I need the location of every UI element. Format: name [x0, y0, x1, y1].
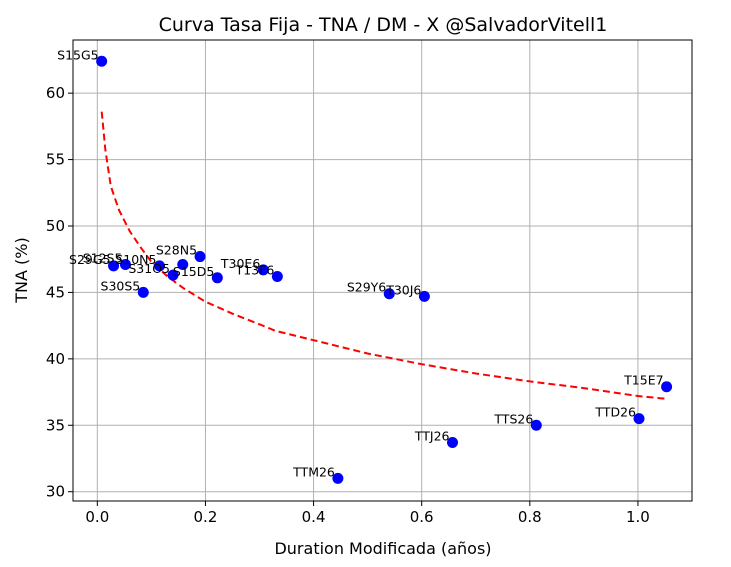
label-t15e7: T15E7: [623, 373, 663, 388]
point-s15d5: [211, 272, 223, 284]
label-s29g5: S29G5: [69, 252, 110, 267]
label-s28n5: S28N5: [156, 243, 197, 258]
ticks-layer: 0.0 0.2 0.4 0.6 0.8 1.0 30 35 40 45 50 55 60: [46, 84, 650, 526]
point-s30s5: [137, 286, 149, 298]
y-tick-label: 40: [46, 350, 65, 368]
label-t30e6: T30E6: [220, 256, 260, 271]
label-ttj26: TTJ26: [414, 429, 450, 444]
y-tick-label: 35: [46, 416, 65, 434]
y-tick-label: 60: [46, 84, 65, 102]
label-tts26: TTS26: [493, 411, 533, 426]
y-tick-label: 30: [46, 483, 65, 501]
label-s10n5: S10N5: [115, 252, 156, 267]
point-tts26: [530, 419, 542, 431]
label-s12s5: S12S5: [83, 251, 123, 266]
point-t13f6: [271, 270, 283, 282]
point-s28n5b: [194, 251, 206, 263]
x-tick-label: 1.0: [626, 508, 650, 526]
point-t15e7: [661, 381, 673, 393]
label-s30s5: S30S5: [101, 278, 141, 293]
x-tick-label: 0.8: [518, 508, 542, 526]
point-s31o5: [167, 269, 179, 281]
point-s29g5: [108, 260, 120, 272]
point-s10n5: [153, 260, 165, 272]
label-s15d5: S15D5: [173, 264, 214, 279]
label-ttd26: TTD26: [594, 405, 636, 420]
x-tick-label: 0.6: [410, 508, 434, 526]
y-tick-label: 45: [46, 283, 65, 301]
x-axis-label: Duration Modificada (años): [274, 539, 491, 558]
label-t13f6: T13F6: [235, 262, 275, 277]
label-s15g5: S15G5: [57, 47, 98, 62]
point-s15g5: [96, 55, 108, 67]
y-axis-label: TNA (%): [12, 237, 31, 303]
point-ttd26: [633, 413, 645, 425]
point-ttm26: [332, 472, 344, 484]
label-s31o5: S31O5: [128, 261, 170, 276]
label-ttm26: TTM26: [292, 464, 335, 479]
y-tick-label: 55: [46, 151, 65, 169]
points-layer: [96, 55, 673, 484]
point-s28n5: [177, 259, 189, 271]
x-tick-label: 0.4: [302, 508, 326, 526]
point-ttj26: [447, 437, 459, 449]
fit-curve: [100, 111, 666, 400]
x-tick-label: 0.2: [194, 508, 218, 526]
point-s12s5: [119, 259, 131, 271]
y-tick-label: 50: [46, 217, 65, 235]
chart-title: Curva Tasa Fija - TNA / DM - X @Salvador…: [159, 14, 608, 36]
label-t30j6: T30J6: [385, 282, 421, 297]
x-tick-label: 0.0: [85, 508, 109, 526]
point-s29y6: [383, 288, 395, 300]
plot-frame: [72, 39, 693, 502]
fit-curve-layer: [100, 111, 666, 400]
label-s29y6: S29Y6: [347, 280, 386, 295]
point-t30j6: [418, 290, 430, 302]
grid-layer: [73, 40, 692, 501]
point-t30e6: [257, 264, 269, 276]
